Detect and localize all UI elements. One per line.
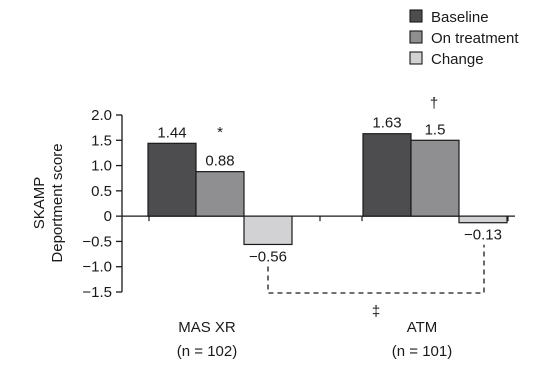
annotations: * † ‡	[217, 95, 485, 320]
bar	[458, 215, 508, 224]
bar	[147, 142, 197, 217]
y-tick-label: −1.0	[82, 259, 112, 276]
y-axis-title-line: SKAMP	[31, 177, 48, 230]
data-label: 1.44	[157, 124, 186, 141]
y-tick-label: 1.0	[91, 158, 112, 175]
y-tick-label: 0.5	[91, 183, 112, 200]
y-axis: 2.0 1.5 1.0 0.5 0 −0.5 −1.0 −1.5 SKAMP Deportment…	[31, 107, 123, 301]
legend-label: Change	[431, 51, 484, 68]
legend-swatch	[409, 51, 423, 65]
asterisk-annotation: *	[217, 124, 223, 141]
legend-label: Baseline	[431, 9, 489, 26]
y-tick-label: −1.5	[82, 284, 112, 301]
category-label: ATM	[407, 319, 438, 336]
y-tick-label: −0.5	[82, 233, 112, 250]
legend: Baseline On treatment Change	[409, 9, 519, 68]
bars: 1.44 1.63 0.88 1.5 −0.56 −0.13	[147, 115, 508, 265]
bar	[195, 171, 245, 217]
significance-bracket	[267, 244, 485, 294]
y-axis-title-line: Deportment score	[49, 143, 66, 262]
data-label: −0.13	[464, 227, 502, 244]
y-tick-label: 0	[104, 208, 112, 225]
category-n-label: (n = 102)	[177, 343, 237, 360]
dagger-annotation: †	[430, 95, 438, 112]
legend-label: On treatment	[431, 30, 519, 47]
category-label: MAS XR	[178, 319, 236, 336]
data-label: 1.63	[372, 115, 401, 132]
data-label: 1.5	[425, 121, 446, 138]
legend-swatch	[409, 9, 423, 23]
bar	[243, 215, 293, 246]
legend-swatch	[409, 30, 423, 44]
x-axis: MAS XR (n = 102) ATM (n = 101)	[122, 215, 515, 360]
double-dagger-annotation: ‡	[372, 303, 380, 320]
y-tick-label: 2.0	[91, 107, 112, 124]
bar	[410, 139, 460, 217]
data-label: 0.88	[205, 153, 234, 170]
y-tick-label: 1.5	[91, 132, 112, 149]
data-label: −0.56	[249, 248, 287, 265]
category-n-label: (n = 101)	[392, 343, 452, 360]
bar	[362, 133, 412, 217]
